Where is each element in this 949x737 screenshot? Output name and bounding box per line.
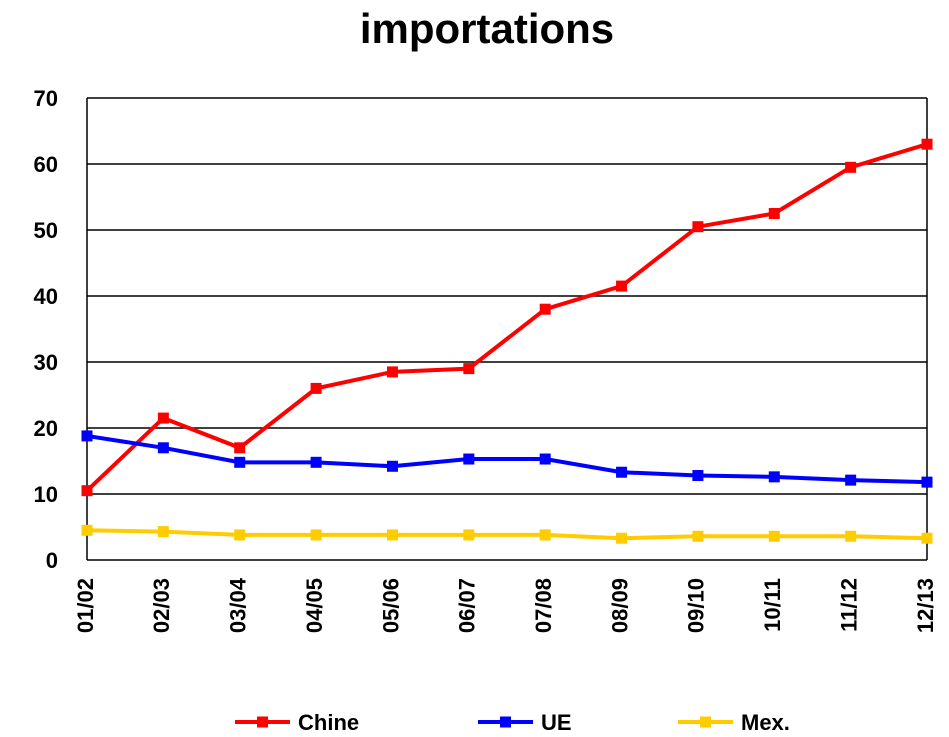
point-marker bbox=[234, 442, 246, 454]
x-tick-label: 09/10 bbox=[684, 578, 709, 633]
point-marker bbox=[157, 412, 169, 424]
series-line bbox=[86, 433, 928, 485]
point-marker bbox=[616, 280, 628, 292]
x-tick-label: 04/05 bbox=[302, 578, 327, 633]
x-tick-label: 07/08 bbox=[531, 578, 556, 633]
x-tick-label: 02/03 bbox=[149, 578, 174, 633]
point-marker bbox=[921, 138, 933, 150]
legend-marker bbox=[500, 716, 511, 728]
point-marker bbox=[921, 532, 933, 544]
legend-marker bbox=[700, 716, 711, 728]
x-tick-label: 03/04 bbox=[226, 577, 251, 633]
point-marker bbox=[845, 161, 857, 173]
y-tick-label: 40 bbox=[34, 284, 58, 309]
point-marker bbox=[81, 524, 93, 536]
point-marker bbox=[692, 221, 704, 233]
point-marker bbox=[463, 453, 475, 465]
chart-title: importations bbox=[360, 5, 614, 52]
point-marker bbox=[310, 456, 322, 468]
point-marker bbox=[234, 529, 246, 541]
point-marker bbox=[386, 460, 398, 472]
legend-marker bbox=[257, 716, 268, 728]
point-marker bbox=[539, 303, 551, 315]
y-tick-label: 10 bbox=[34, 482, 58, 507]
x-tick-label: 08/09 bbox=[607, 578, 632, 633]
point-marker bbox=[692, 470, 704, 482]
point-marker bbox=[81, 485, 93, 497]
x-tick-label: 05/06 bbox=[378, 578, 403, 633]
x-tick-label: 12/13 bbox=[913, 578, 938, 633]
y-tick-label: 60 bbox=[34, 152, 58, 177]
x-tick-label: 06/07 bbox=[455, 578, 480, 633]
legend-label: Chine bbox=[298, 710, 359, 735]
point-marker bbox=[845, 474, 857, 486]
point-marker bbox=[921, 476, 933, 488]
point-marker bbox=[310, 529, 322, 541]
point-marker bbox=[616, 532, 628, 544]
series-line bbox=[85, 142, 928, 493]
y-tick-label: 0 bbox=[46, 548, 58, 573]
legend-label: UE bbox=[541, 710, 572, 735]
y-tick-label: 50 bbox=[34, 218, 58, 243]
y-tick-label: 70 bbox=[34, 86, 58, 111]
point-marker bbox=[81, 430, 93, 442]
point-marker bbox=[234, 456, 246, 468]
y-tick-label: 20 bbox=[34, 416, 58, 441]
point-marker bbox=[845, 530, 857, 542]
point-marker bbox=[157, 442, 169, 454]
point-marker bbox=[539, 529, 551, 541]
point-marker bbox=[386, 529, 398, 541]
point-marker bbox=[310, 382, 322, 394]
x-tick-label: 11/12 bbox=[836, 578, 861, 632]
x-tick-label: 01/02 bbox=[73, 578, 98, 633]
point-marker bbox=[157, 526, 169, 538]
point-marker bbox=[386, 366, 398, 378]
x-tick-label: 10/11 bbox=[760, 578, 785, 632]
point-marker bbox=[768, 471, 780, 483]
point-marker bbox=[616, 466, 628, 478]
point-marker bbox=[768, 208, 780, 219]
series-line bbox=[86, 528, 928, 541]
point-marker bbox=[463, 363, 475, 375]
point-marker bbox=[692, 530, 704, 542]
y-tick-label: 30 bbox=[34, 350, 58, 375]
point-marker bbox=[768, 530, 780, 542]
point-marker bbox=[539, 453, 551, 465]
legend-label: Mex. bbox=[741, 710, 790, 735]
point-marker bbox=[463, 529, 475, 541]
